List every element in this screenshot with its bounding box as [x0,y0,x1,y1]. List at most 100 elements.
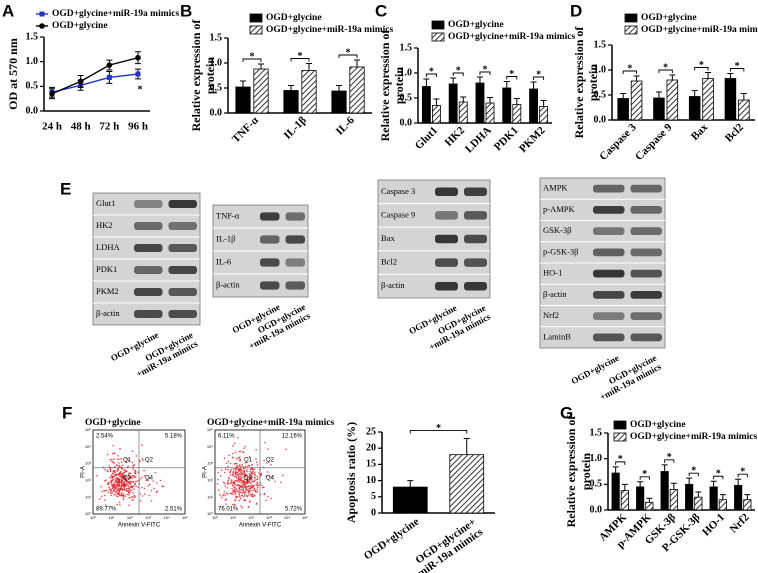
flow-dot [239,497,242,500]
flow-dot [122,496,125,499]
x-tick-label: 10⁴ [164,515,170,520]
flow-dot [113,494,115,496]
flow-dot [251,486,254,489]
flow-dot [230,468,233,471]
panel-letter: B [180,1,192,20]
quadrant-percentage: 76.01% [218,507,239,513]
y-axis-label: Relative expression of [189,19,203,132]
flow-dot [226,493,229,496]
flow-dot [248,479,250,481]
flow-dot [144,493,146,495]
x-tick-label: 10⁵ [302,515,308,520]
sig-label: * [483,64,488,75]
blot-band [593,269,625,278]
sig-label: * [429,66,434,77]
x-tick-label: 10³ [145,515,151,520]
flow-dot [265,499,267,502]
blot-band [168,222,197,230]
flow-dot [134,476,136,479]
flow-dot [229,462,232,465]
y-axis-label: protein [586,64,600,101]
y-tick-label: 0.5 [400,92,413,103]
flow-dot [120,457,122,460]
sig-bracket [506,76,518,80]
flow-dot [113,458,115,461]
x-tick-label: 96 h [128,121,148,133]
blot-band [285,235,305,244]
flow-dot [237,473,239,476]
panel-letter: F [62,403,72,422]
flow-dot [132,466,134,468]
flow-dot [249,482,252,484]
flow-dot [236,471,239,474]
quadrant-label: Q3 [123,475,132,481]
flow-dot [249,473,252,476]
flow-dot [244,476,247,478]
flow-dot [242,496,244,498]
flow-dot [237,436,239,439]
flow-dot [134,472,137,475]
flow-dot [121,494,123,497]
flow-dot [119,504,121,506]
blot-band [593,291,625,299]
blot-band [168,244,197,252]
flow-dot [117,468,120,471]
flow-dot [243,479,245,482]
sig-label: * [456,65,461,76]
error-bar [423,78,430,87]
flow-dot [252,489,254,492]
flow-dot [110,492,112,495]
x-tick-label: Nrf2 [728,511,752,535]
flow-dot [229,483,231,485]
flow-dot [237,475,240,477]
flow-dot [217,471,220,474]
blot-band [464,211,487,220]
sig-bracket [409,430,468,434]
flow-dot [123,486,125,489]
sig-label: * [509,69,514,80]
flow-dot [227,465,229,468]
error-bar [476,76,483,83]
panel-letter: D [570,1,582,20]
sig-bracket [622,70,638,74]
flow-dot [265,475,268,478]
flow-dot [227,479,229,482]
flow-dot [118,490,121,493]
flow-dot [249,470,251,473]
blot-row-label: GSK-3β [543,225,571,235]
flow-dot [233,442,236,445]
flow-dot [236,490,238,492]
flow-dot [133,496,136,499]
blot-band [630,227,662,235]
bar [734,484,743,511]
flow-dot [233,488,236,491]
x-tick-label: 10¹ [109,515,115,520]
flow-dot [267,496,269,498]
flow-dot [246,469,248,471]
flow-dot [232,471,234,474]
error-bar [258,63,264,69]
flow-dot [107,482,109,484]
flow-dot [225,498,228,501]
flow-dot [243,483,245,485]
blot-band [464,281,487,291]
x-axis-label: Annexin V-FITC [118,523,161,529]
y-tick-label: 10⁵ [207,427,213,432]
flow-dot [233,481,236,484]
x-tick-label: LDHA [463,124,494,155]
flow-dot [122,498,125,501]
bar [630,80,643,121]
y-axis-label: Relative expression of [572,26,586,139]
legend-swatch [613,420,627,430]
flow-dot [235,468,237,471]
flow-dot [282,474,284,477]
flow-dot [162,485,165,488]
flow-dot [119,447,121,450]
x-tick-label: Caspase 3 [597,121,639,163]
annotation: * [138,84,143,95]
flow-dot [147,485,150,487]
sig-label: * [436,423,441,434]
y-tick-label: 0.0 [26,105,39,116]
blot-band [464,234,487,244]
flow-dot [238,476,240,478]
